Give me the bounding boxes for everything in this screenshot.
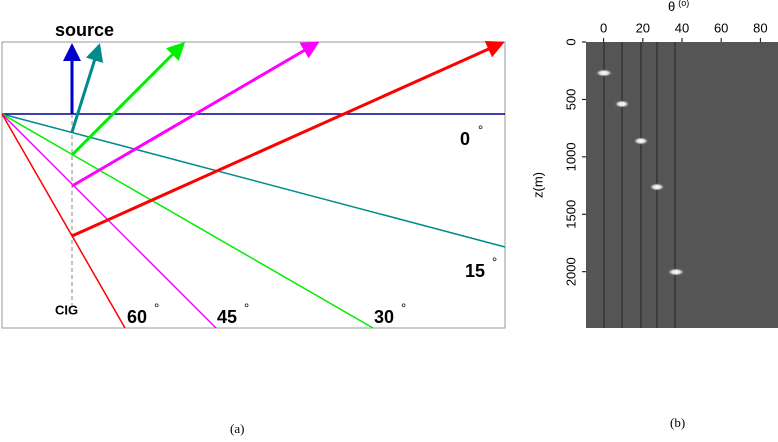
angle-label: 60 <box>127 307 147 327</box>
degree-mark: ° <box>154 300 159 315</box>
events <box>595 69 685 276</box>
y-tick-label: 2000 <box>563 257 578 286</box>
ray <box>1 113 374 329</box>
panel-a: source CIG 0 ° 15 ° 30 ° 45 ° 60 ° (a) <box>1 20 506 436</box>
ray <box>71 41 320 188</box>
angle-label: 30 <box>374 307 394 327</box>
y-tick-label: 0 <box>563 38 578 45</box>
x-axis-label: θ (o) <box>668 0 689 14</box>
x-tick-label: 20 <box>636 20 650 35</box>
caption: (b) <box>670 415 685 430</box>
x-tick-label: 60 <box>714 20 728 35</box>
x-unit: (o) <box>678 0 689 8</box>
ray <box>1 113 506 248</box>
image <box>586 42 778 328</box>
ray <box>70 41 186 157</box>
x-tick-label: 0 <box>600 20 607 35</box>
y-tick-label: 500 <box>563 89 578 111</box>
degree-mark: ° <box>244 300 249 315</box>
angle-label: 0 <box>460 129 470 149</box>
ray <box>70 43 104 133</box>
degree-mark: ° <box>478 122 483 137</box>
angle-label: 15 <box>465 261 485 281</box>
x-tick-label: 80 <box>753 20 767 35</box>
degree-mark: ° <box>401 300 406 315</box>
ray <box>71 40 505 238</box>
ray <box>1 113 126 329</box>
y-tick-label: 1000 <box>563 142 578 171</box>
degree-mark: ° <box>492 254 497 269</box>
source-label: source <box>55 20 114 40</box>
x-tick-label: 40 <box>675 20 689 35</box>
cig-label: CIG <box>55 302 78 317</box>
x-label: θ <box>668 0 675 14</box>
caption: (a) <box>230 421 244 436</box>
y-axis-label: z(m) <box>530 172 545 198</box>
frame <box>1 41 506 329</box>
angle-label: 45 <box>217 307 237 327</box>
panel-b: 0 20 40 60 80 0 500 1000 1500 2000 θ (o) z(m) (b) <box>530 0 778 430</box>
y-tick-label: 1500 <box>563 200 578 229</box>
